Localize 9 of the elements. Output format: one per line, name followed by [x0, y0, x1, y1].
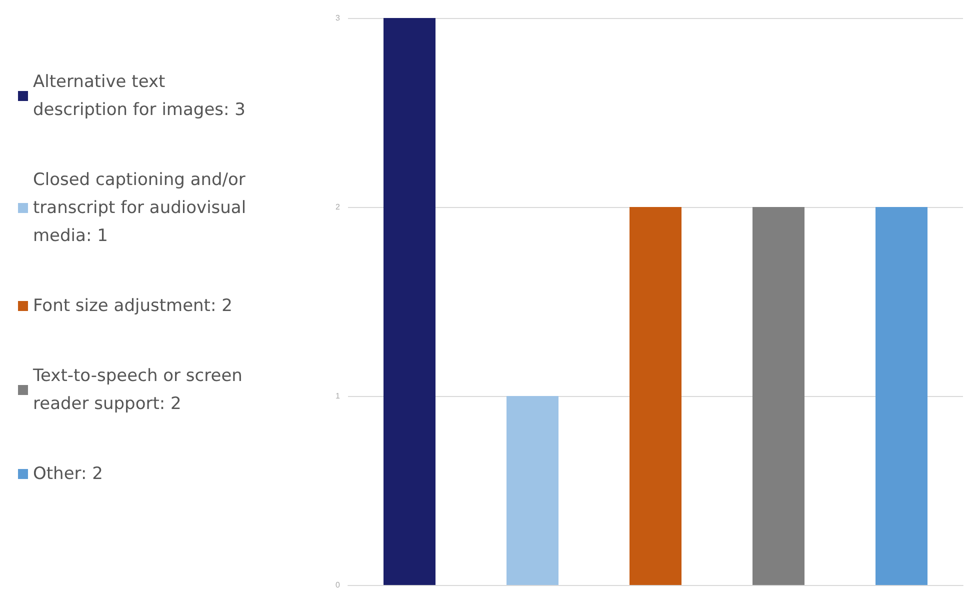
y-tick-label: 1 — [336, 392, 341, 400]
y-tick-label: 3 — [336, 14, 341, 22]
legend-label: Closed captioning and/or transcript for audiovisual media: 1 — [33, 170, 252, 246]
legend-label: Font size adjustment: 2 — [33, 296, 232, 316]
legend-label: Text-to-speech or screen reader support: 2 — [32, 366, 248, 414]
legend-label: Alternative text description for images: 3 — [33, 72, 246, 120]
legend-label: Other: 2 — [33, 464, 103, 484]
y-tick-label: 2 — [336, 202, 341, 212]
y-tick-label: 0 — [336, 580, 341, 590]
